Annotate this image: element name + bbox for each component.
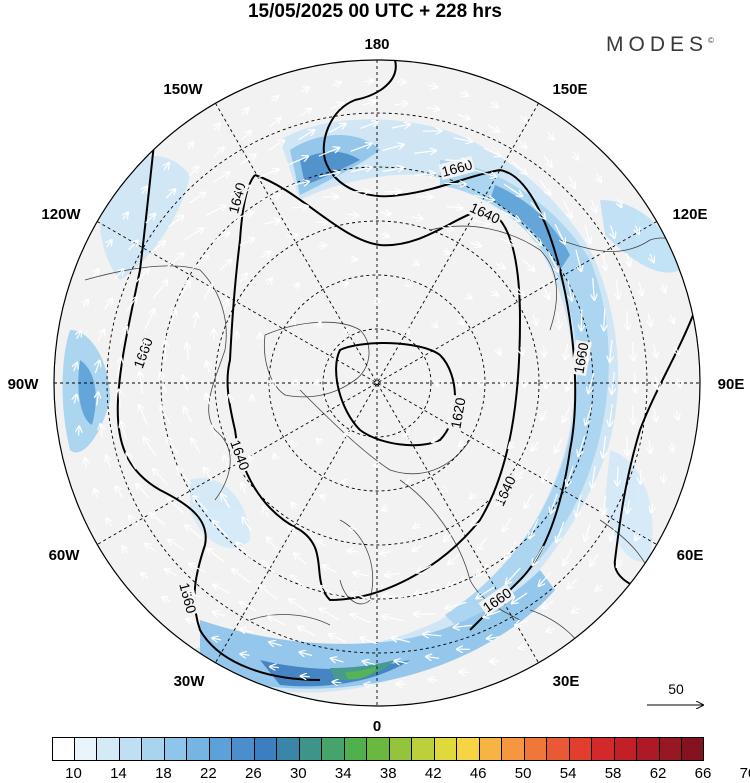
colorbar-cell (390, 737, 413, 761)
wind-vector (581, 310, 582, 331)
lon-label-120e: 120E (672, 206, 707, 223)
colorbar-cell (412, 737, 435, 761)
colorbar-tick-label: 70 (740, 765, 750, 782)
colorbar-tick-label: 62 (650, 765, 667, 782)
colorbar-cell (367, 737, 390, 761)
lon-label-90w: 90W (8, 376, 40, 393)
reference-vector: 50 (647, 681, 703, 705)
colorbar-tick-label: 34 (335, 765, 352, 782)
lon-label-120w: 120W (41, 206, 81, 223)
lon-label-60w: 60W (49, 547, 81, 564)
wind-vector (318, 245, 326, 246)
reference-vector-label: 50 (668, 681, 684, 697)
colorbar-tick-label: 54 (560, 765, 577, 782)
wind-vector (429, 679, 438, 680)
colorbar-cell (142, 737, 165, 761)
colorbar-cell (570, 737, 593, 761)
colorbar-tick-label: 18 (155, 765, 172, 782)
colorbar-cell (547, 737, 570, 761)
colorbar-cell (255, 737, 278, 761)
wind-vector (79, 427, 80, 436)
colorbar-cell (277, 737, 300, 761)
colorbar-cell (457, 737, 480, 761)
colorbar-tick-label: 14 (110, 765, 127, 782)
lon-label-30e: 30E (553, 673, 580, 690)
colorbar-tick-label: 50 (515, 765, 532, 782)
map-disc: 1640 1660 1640 1660 1640 1620 1640 1660 … (40, 50, 720, 730)
colorbar-cell (435, 737, 458, 761)
colorbar-tick-label: 46 (470, 765, 487, 782)
colorbar-cell (165, 737, 188, 761)
colorbar-tick-label: 42 (425, 765, 442, 782)
colorbar-cell (210, 737, 233, 761)
colorbar-tick-label: 38 (380, 765, 397, 782)
colorbar-cell (97, 737, 120, 761)
colorbar-tick-label: 58 (605, 765, 622, 782)
colorbar-cell (480, 737, 503, 761)
wind-vector (397, 82, 406, 83)
colorbar-labels: 10141822263034384246505458626670 (52, 765, 704, 783)
colorbar-cell (300, 737, 323, 761)
colorbar-tick-label: 26 (245, 765, 262, 782)
colorbar-tick-label: 22 (200, 765, 217, 782)
wind-vector (490, 661, 499, 662)
wind-vector (617, 467, 618, 485)
colorbar-tick-label: 30 (290, 765, 307, 782)
colorbar-cell (232, 737, 255, 761)
lon-label-0: 0 (373, 718, 381, 735)
wind-vector (322, 197, 338, 198)
colorbar-cell (345, 737, 368, 761)
colorbar-cell (75, 737, 98, 761)
lon-label-90e: 90E (718, 376, 745, 393)
colorbar-tick-label: 66 (695, 765, 712, 782)
colorbar (52, 737, 704, 761)
colorbar-tick-label: 10 (65, 765, 82, 782)
colorbar-cell (682, 737, 704, 761)
colorbar-cell (120, 737, 143, 761)
lon-label-150e: 150E (552, 81, 587, 98)
lon-label-30w: 30W (174, 673, 206, 690)
lon-label-180: 180 (364, 36, 389, 53)
colorbar-cell (525, 737, 548, 761)
colorbar-cell (187, 737, 210, 761)
wind-vector (350, 259, 356, 260)
wind-vector (385, 191, 401, 192)
lon-label-150w: 150W (163, 81, 203, 98)
colorbar-cell (322, 737, 345, 761)
colorbar-cell (660, 737, 683, 761)
colorbar-cell (52, 737, 75, 761)
colorbar-cell (615, 737, 638, 761)
colorbar-cell (502, 737, 525, 761)
wind-vector (260, 333, 261, 339)
wind-vector (353, 191, 369, 192)
lon-label-60e: 60E (677, 547, 704, 564)
colorbar-cell (637, 737, 660, 761)
colorbar-cell (592, 737, 615, 761)
